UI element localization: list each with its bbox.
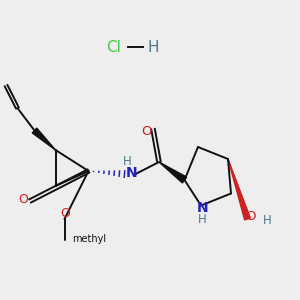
Text: N: N bbox=[126, 166, 137, 180]
Text: H: H bbox=[198, 213, 207, 226]
Polygon shape bbox=[228, 159, 250, 220]
Text: O: O bbox=[245, 209, 256, 223]
Text: N: N bbox=[197, 201, 208, 215]
Text: methyl: methyl bbox=[72, 233, 106, 244]
Text: O: O bbox=[61, 207, 70, 220]
Polygon shape bbox=[32, 128, 56, 150]
Text: H: H bbox=[147, 40, 159, 56]
Text: O: O bbox=[141, 125, 152, 138]
Text: H: H bbox=[262, 214, 272, 227]
Text: Cl: Cl bbox=[106, 40, 122, 56]
Text: O: O bbox=[19, 193, 28, 206]
Polygon shape bbox=[159, 162, 187, 183]
Text: H: H bbox=[123, 154, 132, 168]
